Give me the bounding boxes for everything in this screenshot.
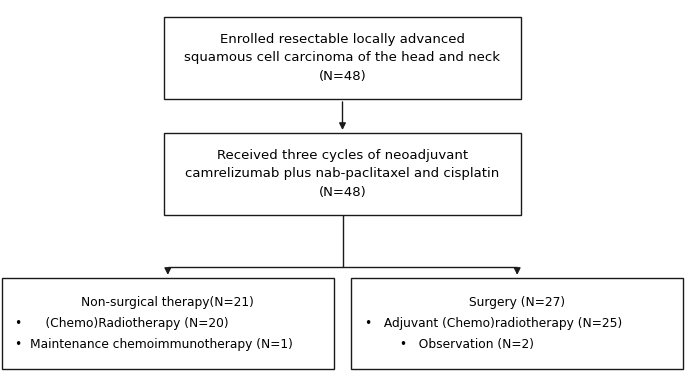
- Text: •   Observation (N=2): • Observation (N=2): [364, 338, 534, 350]
- Bar: [164, 133, 521, 215]
- Text: Enrolled resectable locally advanced
squamous cell carcinoma of the head and nec: Enrolled resectable locally advanced squ…: [184, 33, 501, 83]
- Bar: [164, 17, 521, 99]
- Text: •      (Chemo)Radiotherapy (N=20): • (Chemo)Radiotherapy (N=20): [15, 317, 229, 330]
- Text: Non-surgical therapy(N=21): Non-surgical therapy(N=21): [82, 297, 254, 309]
- Bar: [2, 278, 334, 370]
- Text: •  Maintenance chemoimmunotherapy (N=1): • Maintenance chemoimmunotherapy (N=1): [15, 338, 293, 350]
- Bar: [351, 278, 683, 370]
- Text: •   Adjuvant (Chemo)radiotherapy (N=25): • Adjuvant (Chemo)radiotherapy (N=25): [364, 317, 622, 330]
- Text: Received three cycles of neoadjuvant
camrelizumab plus nab-paclitaxel and cispla: Received three cycles of neoadjuvant cam…: [186, 149, 499, 199]
- Text: Surgery (N=27): Surgery (N=27): [469, 297, 565, 309]
